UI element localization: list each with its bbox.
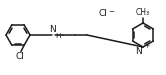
Text: Cl: Cl — [16, 52, 24, 61]
Text: N: N — [135, 47, 142, 56]
Text: Cl: Cl — [99, 8, 107, 17]
Text: −: − — [109, 8, 115, 14]
Text: H: H — [55, 34, 61, 40]
Text: +: + — [144, 43, 150, 49]
Text: CH₃: CH₃ — [136, 8, 150, 17]
Text: N: N — [49, 26, 55, 34]
